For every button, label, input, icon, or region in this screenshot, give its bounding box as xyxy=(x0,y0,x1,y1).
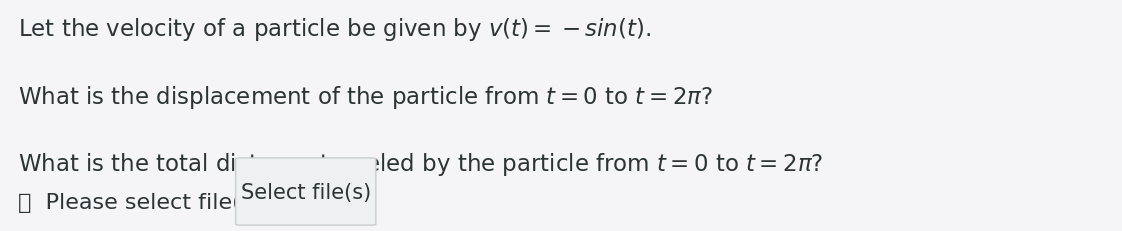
Text: What is the displacement of the particle from $t = 0$ to $t = 2\pi$?: What is the displacement of the particle… xyxy=(18,83,712,110)
Text: Select file(s): Select file(s) xyxy=(240,182,371,202)
FancyBboxPatch shape xyxy=(236,158,376,225)
Text: 🗎  Please select file(s): 🗎 Please select file(s) xyxy=(18,193,261,213)
Text: What is the total distance traveled by the particle from $t = 0$ to $t = 2\pi$?: What is the total distance traveled by t… xyxy=(18,150,824,177)
Text: Let the velocity of a particle be given by $v(t) = -\mathit{sin}(t).$: Let the velocity of a particle be given … xyxy=(18,16,651,43)
